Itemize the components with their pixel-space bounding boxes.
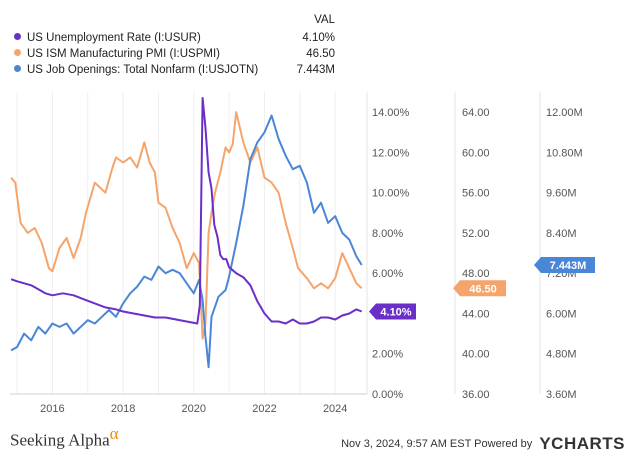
y-tick-label-pmi: 56.00 <box>462 188 490 200</box>
series-line-pmi[interactable] <box>10 111 363 340</box>
y-tick-label-job_openings: 8.40M <box>546 228 577 240</box>
y-tick-label-pmi: 60.00 <box>462 147 490 159</box>
series-line-job_openings[interactable] <box>10 114 363 369</box>
x-axis-ticks: 2016 2018 2020 2022 2024 <box>40 403 347 415</box>
legend-label: US Unemployment Rate (I:USUR) <box>27 32 201 44</box>
last-value-flags: 4.10% 46.50 7.443M <box>369 257 595 320</box>
legend-item-job-openings[interactable]: US Job Openings: Total Nonfarm (I:USJOTN… <box>14 64 258 78</box>
series-layer <box>10 97 363 369</box>
y-tick-label-job_openings: 9.60M <box>546 188 577 200</box>
x-tick-label: 2020 <box>182 403 206 415</box>
y-tick-label-pmi: 44.00 <box>462 308 490 320</box>
ycharts-logo[interactable]: YCHARTS <box>539 434 625 453</box>
y-axis-ticks: 0.00%2.00%4.00%6.00%8.00%10.00%12.00%14.… <box>372 107 583 401</box>
y-tick-label-pmi: 64.00 <box>462 107 490 119</box>
legend-label: US ISM Manufacturing PMI (I:USPMI) <box>27 48 220 60</box>
footer-attribution: Nov 3, 2024, 9:57 AM EST Powered by YCHA… <box>341 434 625 454</box>
y-tick-label-unemployment: 10.00% <box>372 188 410 200</box>
y-tick-label-job_openings: 4.80M <box>546 349 577 361</box>
legend-value-header: VAL <box>314 14 335 26</box>
y-tick-label-pmi: 52.00 <box>462 228 490 240</box>
seeking-alpha-logo: Seeking Alphaα <box>10 424 119 451</box>
y-tick-label-unemployment: 14.00% <box>372 107 410 119</box>
y-tick-label-unemployment: 6.00% <box>372 268 403 280</box>
last-value-label-job_openings: 7.443M <box>550 260 587 272</box>
legend-dot-icon <box>14 65 21 72</box>
legend-dot-icon <box>14 33 21 40</box>
legend-value: 4.10% <box>302 32 335 44</box>
y-tick-label-job_openings: 3.60M <box>546 389 577 401</box>
y-tick-label-job_openings: 6.00M <box>546 308 577 320</box>
x-tick-label: 2016 <box>40 403 64 415</box>
vertical-gridlines <box>16 92 336 394</box>
legend-item-pmi[interactable]: US ISM Manufacturing PMI (I:USPMI) <box>14 48 220 62</box>
last-value-flag-job_openings <box>534 257 595 274</box>
legend-label: US Job Openings: Total Nonfarm (I:USJOTN… <box>27 64 259 76</box>
x-tick-label: 2018 <box>111 403 135 415</box>
plot-background <box>10 92 367 394</box>
y-tick-label-unemployment: 8.00% <box>372 228 403 240</box>
brand-name: Seeking Alpha <box>10 430 110 450</box>
last-value-flag-unemployment <box>369 303 416 320</box>
last-value-flag-pmi <box>453 280 506 297</box>
last-value-label-unemployment: 4.10% <box>380 306 411 318</box>
y-tick-label-pmi: 36.00 <box>462 389 490 401</box>
y-tick-label-pmi: 40.00 <box>462 349 490 361</box>
y-tick-label-job_openings: 12.00M <box>546 107 583 119</box>
legend-value: 46.50 <box>306 48 335 60</box>
y-tick-label-unemployment: 2.00% <box>372 349 403 361</box>
x-tick-label: 2024 <box>323 403 347 415</box>
y-tick-label-job_openings: 10.80M <box>546 147 583 159</box>
legend-value: 7.443M <box>296 64 335 76</box>
x-tick-label: 2022 <box>252 403 276 415</box>
timestamp: Nov 3, 2024, 9:57 AM EST Powered by <box>341 438 533 450</box>
alpha-mark-icon: α <box>109 424 119 443</box>
legend-dot-icon <box>14 49 21 56</box>
y-tick-label-unemployment: 12.00% <box>372 147 410 159</box>
y-tick-label-pmi: 48.00 <box>462 268 490 280</box>
series-line-unemployment[interactable] <box>10 97 363 325</box>
y-tick-label-unemployment: 0.00% <box>372 389 403 401</box>
last-value-label-pmi: 46.50 <box>469 283 497 295</box>
legend-item-unemployment[interactable]: US Unemployment Rate (I:USUR) <box>14 32 201 46</box>
legend: VAL US Unemployment Rate (I:USUR) 4.10% … <box>0 0 635 80</box>
